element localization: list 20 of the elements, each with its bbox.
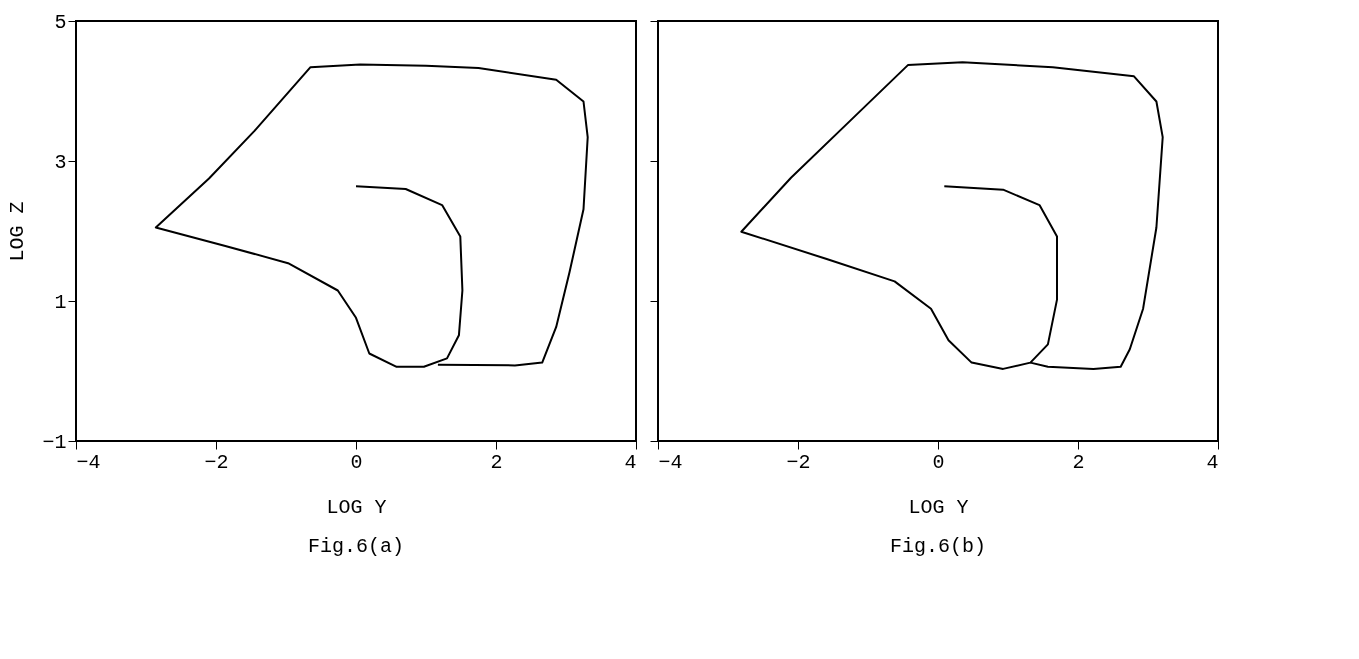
y-axis-title: LOG Z	[6, 201, 30, 262]
y-tick-label: 5	[54, 10, 67, 34]
x-tick-label: −2	[204, 450, 229, 474]
x-axis-title: LOG Y	[908, 495, 969, 519]
x-axis-title: LOG Y	[326, 495, 387, 519]
x-tick-label: −2	[786, 450, 811, 474]
x-tick-label: 0	[932, 450, 945, 474]
x-tick-label: −4	[76, 450, 101, 474]
x-tick-label: 2	[490, 450, 503, 474]
x-tick-label: 4	[1206, 450, 1219, 474]
line-series	[154, 63, 589, 368]
x-tick-label: 2	[1072, 450, 1085, 474]
x-tick-label: 0	[350, 450, 363, 474]
y-tick-label: 3	[54, 150, 67, 174]
x-tick-label: −4	[658, 450, 683, 474]
y-tick-label: −1	[42, 430, 67, 454]
x-tick-label: 4	[624, 450, 637, 474]
caption: Fig.6(a)	[307, 535, 405, 558]
caption: Fig.6(b)	[889, 535, 987, 558]
y-tick-label: 1	[54, 290, 67, 314]
